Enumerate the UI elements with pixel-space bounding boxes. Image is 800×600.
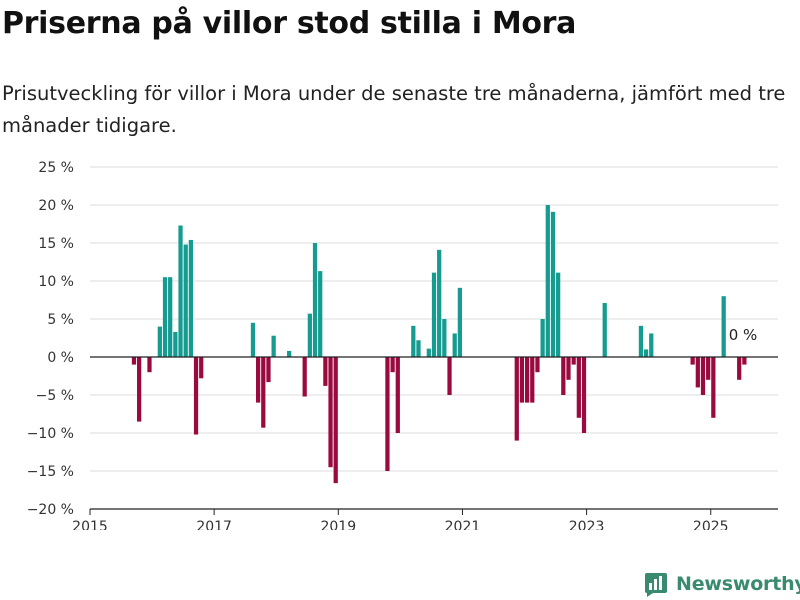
bar	[307, 313, 312, 357]
bar	[556, 272, 561, 357]
bar	[199, 357, 204, 379]
bar	[147, 357, 152, 373]
x-tick-label: 2023	[569, 519, 605, 530]
bar	[643, 349, 649, 357]
bar	[700, 357, 706, 395]
axes	[89, 356, 778, 515]
bar	[721, 296, 726, 357]
x-tick-label: 2015	[72, 519, 108, 530]
bar	[695, 357, 700, 388]
bar	[162, 277, 168, 357]
y-tick-label: −20 %	[27, 502, 74, 518]
bar	[571, 357, 576, 365]
bar	[318, 271, 323, 357]
latest-value-label: 0 %	[729, 326, 758, 344]
chart-subtitle: Prisutveckling för villor i Mora under d…	[2, 82, 786, 137]
bar	[312, 243, 318, 357]
y-tick-label: −10 %	[27, 426, 74, 442]
bar	[581, 357, 587, 433]
page-title: Priserna på villor stod stilla i Mora	[2, 6, 577, 41]
bar	[447, 357, 452, 395]
y-tick-label: 5 %	[47, 312, 74, 328]
x-tick-label: 2021	[445, 519, 481, 530]
bar	[416, 340, 421, 357]
y-tick-label: 0 %	[47, 350, 74, 366]
bar	[271, 335, 276, 357]
x-tick-label: 2017	[196, 519, 232, 530]
y-tick-label: −15 %	[27, 464, 74, 480]
y-tick-label: −5 %	[36, 388, 74, 404]
bar	[457, 287, 462, 357]
bar-chart: 25 % 20 % 15 % 10 % 5 % 0 % −5 % −10 % −15 % −20 …	[27, 160, 778, 530]
y-tick-label: 25 %	[38, 160, 74, 176]
bar	[431, 272, 437, 357]
bar	[137, 357, 142, 422]
y-tick-label: 20 %	[38, 198, 74, 214]
bar	[519, 357, 525, 403]
bar	[411, 325, 416, 357]
bar	[550, 211, 556, 357]
bar	[302, 357, 307, 397]
newsworthy-logo[interactable]: Newsworthy	[643, 568, 800, 600]
x-tick-label: 2019	[320, 519, 356, 530]
bar	[168, 277, 173, 357]
bar	[266, 357, 271, 383]
bar	[576, 357, 581, 418]
bar	[514, 357, 519, 441]
bar	[711, 357, 716, 418]
bar	[545, 205, 550, 357]
bar	[524, 357, 530, 403]
bar	[535, 357, 540, 373]
bar	[638, 325, 644, 357]
y-tick-label: 15 %	[38, 236, 74, 252]
bar	[442, 319, 447, 357]
bar	[390, 357, 395, 373]
bar	[188, 239, 193, 357]
bar	[530, 357, 535, 403]
bar	[561, 357, 566, 395]
bar	[706, 357, 711, 380]
newsworthy-logo-icon	[645, 573, 667, 597]
bar	[178, 225, 183, 357]
bar	[157, 326, 162, 357]
bar	[437, 249, 442, 357]
bar	[256, 357, 261, 403]
bar	[385, 357, 390, 471]
bars	[131, 205, 747, 484]
bar	[328, 357, 333, 468]
bar	[737, 357, 742, 380]
bar	[649, 333, 654, 357]
bar	[602, 303, 607, 357]
bar	[742, 357, 747, 365]
bar	[173, 331, 178, 357]
bar	[131, 357, 137, 365]
y-axis-labels: 25 % 20 % 15 % 10 % 5 % 0 % −5 % −10 % −15 % −20 …	[27, 160, 74, 518]
x-tick-label: 2025	[693, 519, 729, 530]
brand-name: Newsworthy	[676, 573, 800, 595]
bar	[250, 322, 256, 357]
bar	[287, 350, 292, 357]
bar	[426, 348, 431, 357]
bar	[193, 357, 199, 435]
x-axis-labels: 2015 2017 2019 2021 2023 2025	[72, 519, 728, 530]
bar	[183, 244, 188, 357]
bar	[566, 357, 571, 380]
bar	[690, 357, 695, 365]
bar	[395, 357, 400, 433]
bar	[323, 357, 328, 386]
bar	[333, 357, 338, 484]
y-tick-label: 10 %	[38, 274, 74, 290]
bar	[261, 357, 266, 428]
bar	[452, 333, 457, 357]
bar	[540, 319, 545, 357]
